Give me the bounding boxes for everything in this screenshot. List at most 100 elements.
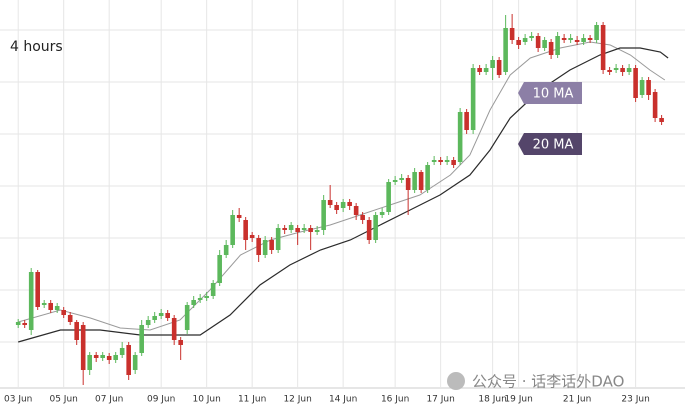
candle-body (581, 38, 586, 42)
watermark-text: 公众号 · 话李话外DAO (472, 373, 624, 391)
candle-body (217, 255, 222, 283)
candle-body (22, 323, 27, 325)
candle-body (191, 300, 196, 305)
candle-body (269, 240, 274, 250)
candle-body (275, 228, 281, 250)
candle-body (132, 355, 138, 370)
candle-body (152, 316, 157, 320)
candle-body (360, 215, 365, 220)
candle-body (295, 228, 300, 232)
candle-body (386, 182, 391, 212)
x-tick-label: 10 Jun (192, 395, 220, 405)
candle-body (542, 40, 547, 48)
candle-body (503, 28, 508, 72)
candle-body (366, 220, 372, 240)
candle-body (633, 68, 638, 98)
candle-body (61, 310, 66, 315)
candle-body (230, 215, 235, 245)
candle-body (184, 305, 190, 330)
candle-body (561, 38, 567, 40)
candle-body (204, 296, 209, 298)
candle-body (548, 42, 554, 55)
candle-body (126, 345, 131, 375)
candle-body (470, 68, 476, 130)
candle-body (210, 283, 216, 296)
chart-title: 4 hours (10, 39, 63, 55)
candle-body (457, 112, 463, 162)
x-tick-label: 09 Jun (147, 395, 175, 405)
candle-body (236, 215, 242, 218)
candle-body (80, 325, 86, 370)
candle-body (67, 315, 73, 322)
ma-tag (518, 82, 582, 104)
candle-body (659, 118, 664, 122)
candle-body (613, 68, 619, 70)
candle-body (197, 298, 203, 300)
candle-body (353, 206, 359, 215)
candle-body (288, 225, 294, 230)
x-tick-label: 14 Jun (329, 395, 357, 405)
candle-body (145, 320, 151, 325)
candle-body (74, 322, 79, 340)
candle-body (327, 200, 333, 205)
candle-body (28, 272, 34, 330)
watermark: 公众号 · 话李话外DAO (447, 372, 624, 391)
candle-body (496, 60, 502, 75)
candle-body (171, 318, 177, 340)
x-tick-label: 03 Jun (4, 395, 32, 405)
candle-body (444, 160, 450, 162)
candle-body (626, 68, 632, 72)
candle-body (555, 36, 560, 55)
x-tick-label: 12 Jun (283, 395, 311, 405)
candle-body (425, 165, 430, 190)
candle-body (646, 80, 651, 95)
candle-body (490, 60, 495, 68)
candle-body (438, 160, 443, 162)
candle-body (373, 215, 378, 240)
candle-body (106, 356, 112, 360)
candle-body (100, 355, 105, 358)
candle-body (379, 212, 385, 215)
x-tick-label: 17 Jun (426, 395, 454, 405)
candle-body (568, 38, 573, 40)
candle-body (418, 172, 424, 190)
candle-body (321, 200, 326, 230)
candle-body (249, 235, 255, 238)
x-tick-label: 19 Jun (504, 395, 532, 405)
candle-body (529, 36, 534, 38)
x-tick-label: 07 Jun (95, 395, 123, 405)
candle-body (41, 303, 47, 305)
candle-body (412, 172, 417, 190)
x-tick-label: 11 Jun (238, 395, 266, 405)
candle-body (139, 325, 144, 353)
candle-body (522, 38, 528, 42)
candle-body (223, 245, 229, 255)
candle-body (308, 228, 313, 232)
candle-body (87, 355, 92, 370)
candle-body (35, 272, 40, 307)
ma-tag-label: 20 MA (533, 138, 574, 153)
candle-body (282, 228, 287, 230)
candle-body (256, 238, 261, 255)
candle-body (431, 160, 437, 162)
candle-body (54, 306, 60, 310)
x-tick-label: 16 Jun (381, 395, 409, 405)
candle-body (535, 36, 541, 48)
candle-body (48, 303, 53, 310)
x-tick-label: 21 Jun (563, 395, 591, 405)
candle-body (464, 112, 469, 130)
candle-body (334, 205, 339, 210)
candle-body (509, 28, 515, 40)
candle-body (158, 313, 164, 316)
candle-body (587, 38, 593, 40)
candle-body (347, 202, 352, 206)
candle-body (477, 68, 482, 72)
candle-body (113, 355, 118, 360)
candle-body (405, 178, 411, 190)
candle-body (574, 40, 580, 42)
candle-body (516, 40, 521, 45)
candle-body (652, 92, 658, 118)
candle-body (178, 340, 183, 345)
watermark-icon (447, 372, 465, 390)
